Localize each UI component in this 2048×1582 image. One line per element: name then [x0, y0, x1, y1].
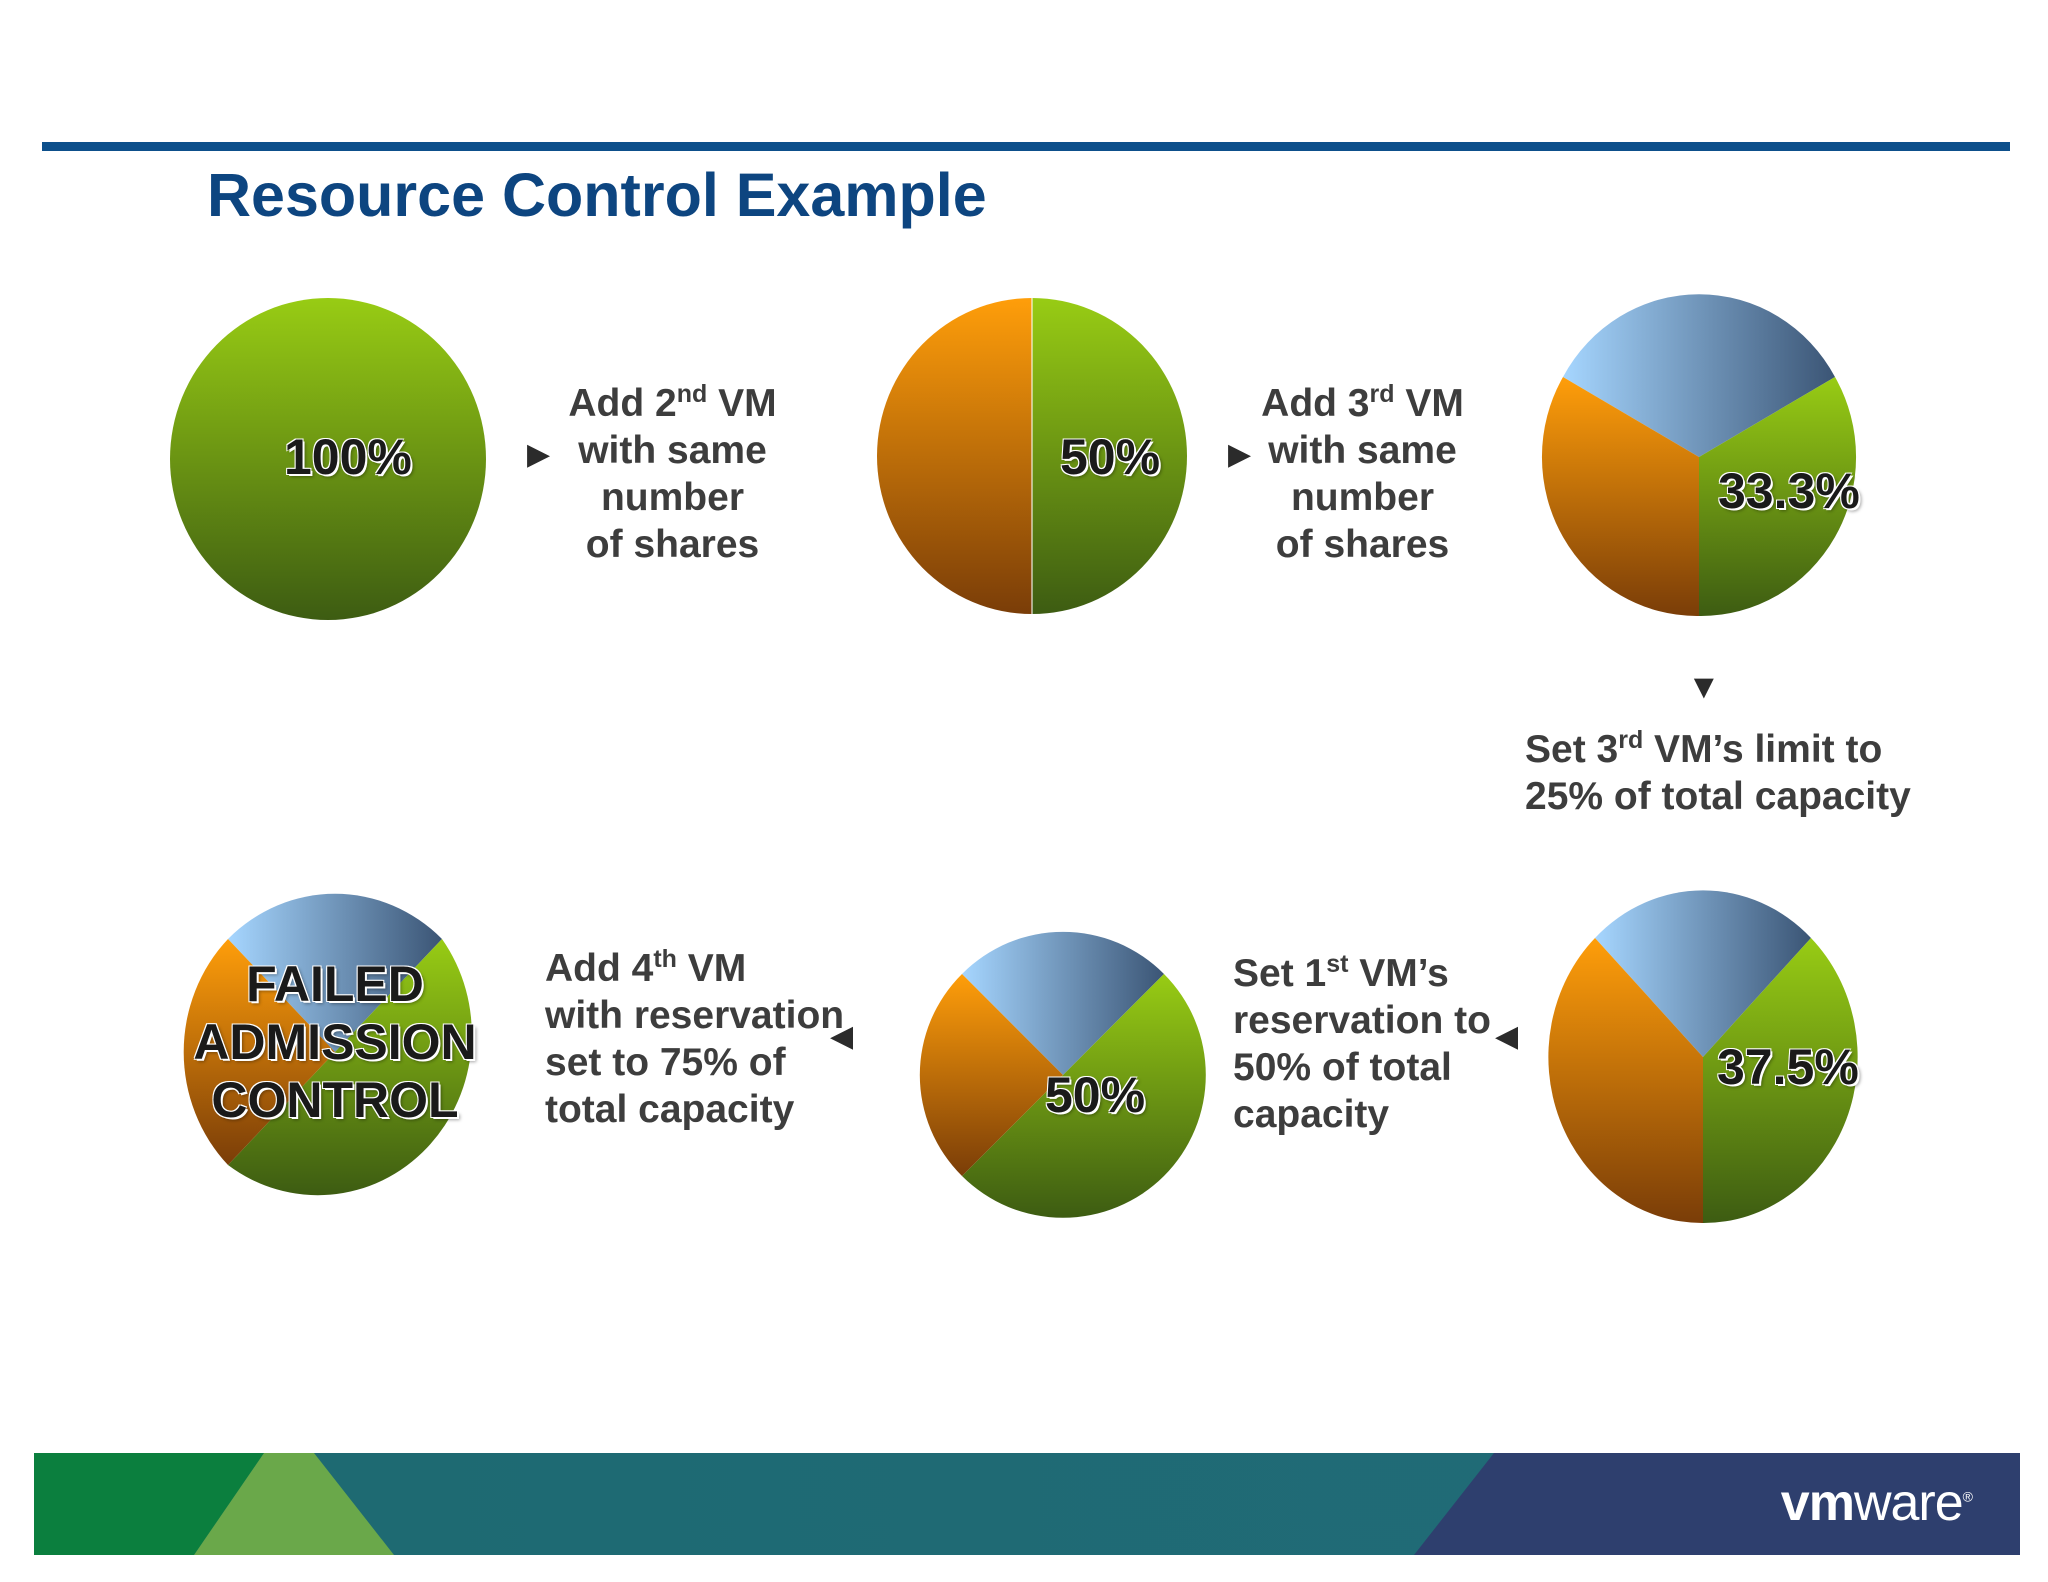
pie-chart-failed — [183, 893, 472, 1196]
arrow-left-1: ◀ — [1495, 1020, 1519, 1053]
failed-admission-label: FAILED ADMISSION CONTROL — [175, 955, 495, 1129]
pie-chart-limit — [1548, 890, 1858, 1224]
step-2-text: Add 3rd VM with same number of shares — [1245, 380, 1480, 568]
pie-3-label: 33.3% — [1718, 463, 1860, 519]
logo-reg: ® — [1962, 1488, 1973, 1505]
step-2-prefix: Add 3 — [1261, 382, 1370, 425]
slice-vm1 — [962, 974, 1206, 1218]
step-4-prefix: Set 1 — [1233, 952, 1327, 995]
step-2-line: of shares — [1275, 523, 1450, 566]
title-rule — [42, 142, 2010, 151]
step-3-line: 25% of total capacity — [1525, 775, 1911, 818]
logo-ware: ware — [1853, 1474, 1964, 1532]
arrow-right-2: ▶ — [1228, 438, 1252, 471]
slice-vm3 — [1595, 890, 1811, 1057]
step-5-prefix: Add 4 — [545, 947, 654, 990]
slice-vm2 — [877, 298, 1032, 614]
slice-vm3 — [962, 931, 1164, 1075]
logo-vm: vm — [1780, 1474, 1855, 1532]
slice-vm1 — [1703, 938, 1858, 1224]
slice-vm1 — [228, 939, 472, 1196]
pie-4-label: 37.5% — [1717, 1039, 1859, 1095]
step-2-line: number — [1290, 476, 1434, 519]
slide-title: Resource Control Example — [207, 161, 987, 229]
slice-vm2 — [1548, 938, 1703, 1224]
slice-vm2 — [919, 974, 1063, 1176]
footer-band: vmware® — [34, 1453, 2020, 1555]
step-1-line: with same — [578, 429, 767, 472]
slice-vm3 — [228, 893, 442, 1052]
step-3-text: Set 3rd VM’s limit to 25% of total capac… — [1525, 726, 1911, 820]
step-5-sup: th — [653, 945, 677, 973]
slice-vm1 — [1032, 298, 1187, 614]
step-1-line: number — [600, 476, 744, 519]
step-4-suffix: VM’s — [1348, 952, 1449, 995]
step-4-line: capacity — [1233, 1093, 1390, 1136]
step-1-line: of shares — [585, 523, 760, 566]
step-2-suffix: VM — [1394, 382, 1464, 425]
step-4-line: 50% of total — [1233, 1046, 1452, 1089]
step-3-suffix: VM’s limit to — [1643, 728, 1883, 771]
pie-chart-3vm — [1541, 294, 1857, 617]
step-4-sup: st — [1326, 950, 1349, 978]
failed-label-line: CONTROL — [211, 1072, 459, 1128]
step-1-sup: nd — [676, 380, 708, 408]
slice-vm3 — [1563, 294, 1835, 457]
step-5-line: with reservation — [545, 994, 845, 1037]
arrow-left-2: ◀ — [830, 1020, 854, 1053]
pie-chart-reservation — [919, 931, 1206, 1218]
slice-vm2 — [183, 939, 335, 1165]
arrow-right-1: ▶ — [527, 438, 551, 471]
pie-chart-2vm — [877, 298, 1187, 614]
step-1-text: Add 2nd VM with same number of shares — [555, 380, 790, 568]
step-1-suffix: VM — [707, 382, 777, 425]
failed-label-line: FAILED — [246, 956, 424, 1012]
failed-label-line: ADMISSION — [193, 1014, 477, 1070]
step-5-suffix: VM — [676, 947, 747, 990]
step-3-sup: rd — [1618, 726, 1644, 754]
step-2-line: with same — [1268, 429, 1457, 472]
slice-vm1 — [170, 298, 486, 620]
arrow-down: ▼ — [1687, 668, 1721, 706]
pie-chart-vm1 — [170, 298, 486, 620]
slice-vm2 — [1541, 377, 1699, 617]
step-4-line: reservation to — [1233, 999, 1491, 1042]
step-5-line: set to 75% of — [545, 1041, 786, 1084]
step-2-sup: rd — [1369, 380, 1395, 408]
step-5-text: Add 4th VM with reservation set to 75% o… — [545, 945, 844, 1133]
step-4-text: Set 1st VM’s reservation to 50% of total… — [1233, 950, 1491, 1138]
pie-1-label: 100% — [284, 429, 412, 485]
pie-5-label: 50% — [1045, 1067, 1146, 1123]
slice-vm1 — [1699, 377, 1857, 617]
step-1-prefix: Add 2 — [568, 382, 677, 425]
pie-2-label: 50% — [1060, 429, 1161, 485]
step-5-line: total capacity — [545, 1088, 795, 1131]
step-3-prefix: Set 3 — [1525, 728, 1619, 771]
vmware-logo: vmware® — [1780, 1473, 1973, 1533]
